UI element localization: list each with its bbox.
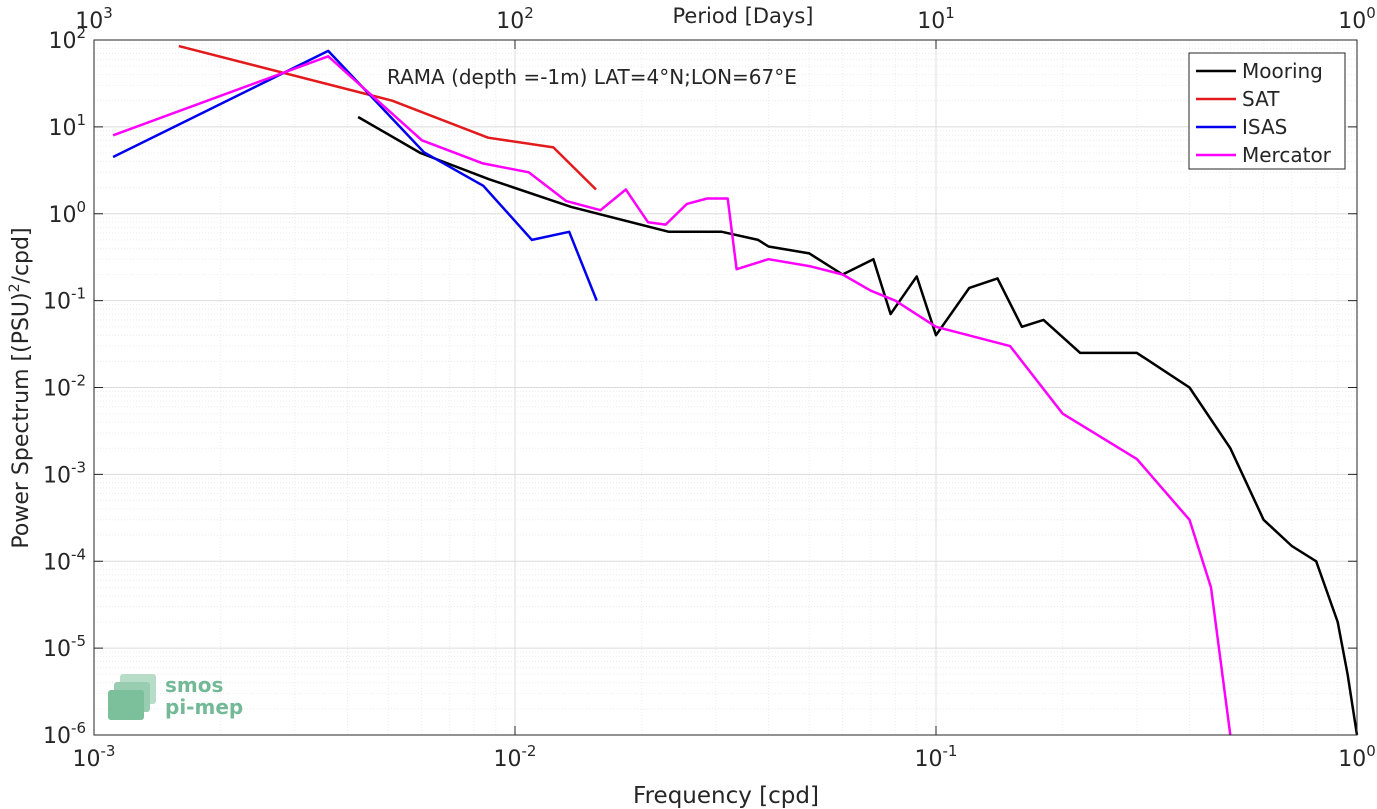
x-tick-label-exp: -1: [943, 742, 958, 760]
y-tick-label-exp: -5: [71, 632, 86, 650]
y-axis-label-tail: /cpd]: [9, 227, 34, 283]
y-tick-label-base: 10: [43, 550, 71, 575]
x-tick-label-base: 10: [73, 747, 101, 772]
legend-label-sat: SAT: [1242, 87, 1280, 111]
top-tick-label-base: 10: [496, 9, 524, 34]
x-tick-label: 10-2: [494, 742, 537, 772]
y-tick-label-exp: -4: [71, 545, 86, 563]
y-tick-label-base: 10: [43, 724, 71, 749]
top-tick-label: 100: [1338, 4, 1376, 34]
legend: Mooring SAT ISAS Mercator: [1188, 52, 1346, 170]
top-tick-label-exp: 0: [1366, 4, 1376, 22]
y-tick-label-base: 10: [48, 116, 76, 141]
y-tick-label-base: 10: [48, 203, 76, 228]
x-tick-label-exp: 0: [1366, 742, 1376, 760]
x-tick-label-exp: -2: [522, 742, 537, 760]
y-tick-label-exp: -1: [71, 285, 86, 303]
y-axis-label-sup: 2: [7, 283, 23, 292]
y-tick-label-base: 10: [48, 29, 76, 54]
y-tick-label-exp: -6: [71, 719, 86, 737]
legend-label-isas: ISAS: [1242, 115, 1287, 139]
x-tick-label-base: 10: [494, 747, 522, 772]
top-tick-label: 102: [496, 4, 534, 34]
x-tick-label-base: 10: [1338, 747, 1366, 772]
y-tick-label: 102: [48, 24, 86, 54]
y-tick-label: 101: [48, 111, 86, 141]
x-tick-label: 10-3: [73, 742, 116, 772]
y-tick-label-exp: 1: [76, 111, 86, 129]
top-tick-label-exp: 3: [103, 4, 113, 22]
y-tick-label: 10-5: [43, 632, 86, 662]
y-tick-label: 100: [48, 198, 86, 228]
top-tick-label-base: 10: [75, 9, 103, 34]
x-axis-label: Frequency [cpd]: [633, 783, 819, 809]
x-tick-label-exp: -3: [101, 742, 116, 760]
y-tick-label-exp: 0: [76, 198, 86, 216]
logo-text-line1: smos: [165, 673, 223, 697]
y-axis-label: Power Spectrum [(PSU)2/cpd]: [7, 227, 34, 548]
y-tick-label: 10-6: [43, 719, 86, 749]
y-tick-label: 10-1: [43, 285, 86, 315]
series-line-mooring: [357, 115, 1359, 736]
logo-layer-front: [108, 690, 144, 720]
top-tick-label-base: 10: [1338, 9, 1366, 34]
logo-text-line2: pi-mep: [165, 695, 243, 719]
smos-pi-mep-logo: smos pi-mep: [108, 673, 243, 720]
top-axis-label: Period [Days]: [673, 4, 814, 28]
series-line-isas: [112, 49, 598, 302]
y-tick-label-base: 10: [43, 377, 71, 402]
chart-title: RAMA (depth =-1m) LAT=4°N;LON=67°E: [387, 65, 797, 89]
y-tick-label-exp: 2: [76, 24, 86, 42]
top-tick-label: 101: [917, 4, 955, 34]
y-tick-label-exp: -2: [71, 372, 86, 390]
y-tick-label-exp: -3: [71, 458, 86, 476]
series-line-mercator: [112, 55, 1232, 736]
y-tick-label-base: 10: [43, 463, 71, 488]
top-tick-label-base: 10: [917, 9, 945, 34]
legend-label-mercator: Mercator: [1242, 143, 1332, 167]
series-group: [112, 44, 1359, 736]
top-tick-label-exp: 1: [945, 4, 955, 22]
legend-label-mooring: Mooring: [1242, 59, 1323, 83]
x-tick-label-base: 10: [915, 747, 943, 772]
y-tick-label-base: 10: [43, 290, 71, 315]
y-tick-label: 10-3: [43, 458, 86, 488]
y-tick-label-base: 10: [43, 637, 71, 662]
x-tick-label: 100: [1338, 742, 1376, 772]
legend-box: [1188, 52, 1346, 170]
series-line-sat: [178, 44, 597, 191]
top-tick-label: 103: [75, 4, 113, 34]
y-axis-label-main: Power Spectrum [(PSU): [9, 292, 34, 548]
x-tick-label: 10-1: [915, 742, 958, 772]
legend-entries: Mooring SAT ISAS Mercator: [1196, 59, 1332, 167]
y-tick-label: 10-4: [43, 545, 86, 575]
top-tick-label-exp: 2: [524, 4, 534, 22]
y-tick-label: 10-2: [43, 372, 86, 402]
